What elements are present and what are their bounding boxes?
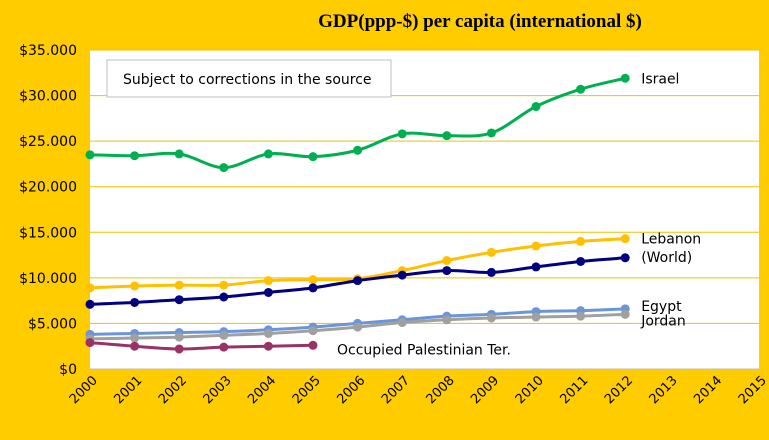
data-point (442, 266, 452, 276)
data-point (130, 281, 140, 291)
y-tick-label: $20.000 (19, 180, 77, 196)
y-tick-label: $15.000 (19, 225, 77, 241)
data-point (620, 73, 630, 83)
data-point (85, 150, 95, 160)
series-israel (85, 73, 630, 173)
data-point (174, 344, 184, 354)
data-point (353, 145, 363, 155)
x-tick-label: 2000 (67, 373, 101, 407)
y-tick-label: $35.000 (19, 43, 77, 59)
data-point (130, 151, 140, 161)
annotation-text: Subject to corrections in the source (123, 72, 372, 88)
data-point (85, 299, 95, 309)
data-point (576, 256, 586, 266)
data-point (130, 333, 140, 343)
series-occupied-palestinian-ter (85, 338, 318, 354)
x-tick-label: 2012 (602, 373, 636, 407)
data-point (308, 275, 318, 285)
data-point (531, 102, 541, 112)
data-point (263, 276, 273, 286)
plot-area (90, 50, 759, 369)
x-tick-label: 2011 (557, 373, 591, 407)
series-label: Israel (641, 71, 679, 87)
series-label: (World) (641, 250, 692, 266)
data-point (531, 262, 541, 272)
data-point (576, 311, 586, 321)
data-point (397, 318, 407, 328)
x-tick-label: 2007 (379, 373, 413, 407)
x-tick-label: 2015 (736, 373, 769, 407)
data-point (130, 297, 140, 307)
data-point (219, 342, 229, 352)
chart-title: GDP(ppp-$) per capita (international $) (318, 11, 642, 32)
series-label: Jordan (640, 313, 686, 329)
data-point (442, 131, 452, 141)
annotation-box: Subject to corrections in the source (106, 59, 392, 98)
x-tick-label: 2004 (245, 373, 279, 407)
data-point (174, 295, 184, 305)
data-point (308, 340, 318, 350)
data-point (174, 280, 184, 290)
data-point (263, 287, 273, 297)
x-tick-label: 2002 (156, 373, 190, 407)
data-point (620, 234, 630, 244)
data-point (263, 328, 273, 338)
x-tick-label: 2005 (290, 373, 324, 407)
data-point (353, 276, 363, 286)
data-point (308, 152, 318, 162)
data-point (263, 341, 273, 351)
y-tick-label: $5.000 (28, 316, 77, 332)
grid-layer (90, 49, 759, 324)
data-point (174, 332, 184, 342)
data-point (397, 129, 407, 139)
data-point (576, 84, 586, 94)
x-tick-label: 2009 (468, 373, 502, 407)
data-point (486, 313, 496, 323)
data-point (174, 149, 184, 159)
series-label: Lebanon (641, 232, 701, 248)
data-point (85, 338, 95, 348)
y-tick-label: $0 (59, 362, 77, 378)
data-point (620, 253, 630, 263)
x-tick-label: 2003 (201, 373, 235, 407)
series-label: Occupied Palestinian Ter. (337, 342, 511, 358)
data-point (130, 341, 140, 351)
data-point (531, 312, 541, 322)
x-tick-label: 2013 (647, 373, 681, 407)
data-point (576, 236, 586, 246)
data-point (219, 330, 229, 340)
data-point (442, 315, 452, 325)
data-point (531, 241, 541, 251)
data-point (219, 292, 229, 302)
data-point (353, 322, 363, 332)
data-point (486, 247, 496, 257)
data-point (486, 128, 496, 138)
series-world (85, 253, 630, 309)
data-point (442, 256, 452, 266)
x-tick-label: 2006 (334, 373, 368, 407)
data-point (620, 309, 630, 319)
data-point (219, 280, 229, 290)
data-point (263, 149, 273, 159)
y-tick-label: $30.000 (19, 89, 77, 105)
series-label: Egypt (641, 299, 682, 315)
series-layer (85, 73, 630, 354)
data-point (308, 326, 318, 336)
x-tick-label: 2010 (513, 373, 547, 407)
data-point (219, 163, 229, 173)
y-tick-label: $25.000 (19, 134, 77, 150)
x-tick-label: 2008 (424, 373, 458, 407)
y-tick-label: $10.000 (19, 271, 77, 287)
data-point (486, 267, 496, 277)
data-point (308, 283, 318, 293)
data-point (397, 270, 407, 280)
x-tick-label: 2001 (111, 373, 145, 407)
data-point (85, 283, 95, 293)
x-tick-label: 2014 (691, 373, 725, 407)
